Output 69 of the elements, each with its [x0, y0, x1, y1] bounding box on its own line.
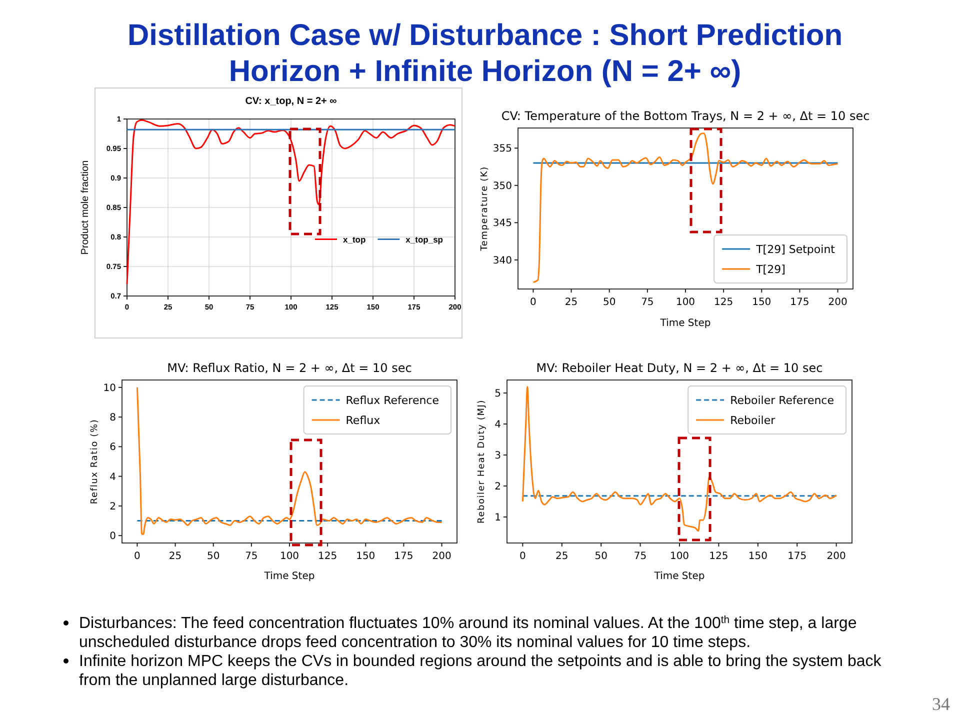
x-tick-label: 75: [634, 551, 647, 562]
legend-label: Reflux: [346, 414, 381, 427]
chart-title: MV: Reboiler Heat Duty, N = 2 + ∞, Δt = 10 sec: [536, 361, 823, 375]
x-tick-label: 150: [752, 297, 772, 308]
x-tick-label: 125: [714, 297, 734, 308]
x-tick-label: 125: [709, 551, 728, 562]
x-tick-label: 175: [394, 551, 414, 562]
x-tick-label: 100: [280, 551, 300, 562]
x-tick-label: 75: [245, 551, 258, 562]
x-tick-label: 0: [134, 551, 140, 562]
x-tick-label: 150: [356, 551, 376, 562]
line-series: [522, 386, 838, 532]
y-tick-label: 6: [110, 442, 116, 454]
y-tick-label: 4: [494, 420, 501, 431]
x-tick-label: 25: [564, 297, 578, 308]
legend-label: Reflux Reference: [346, 394, 440, 407]
y-tick-label: 350: [492, 180, 512, 192]
x-tick-label: 125: [318, 551, 338, 562]
y-tick-label: 4: [110, 472, 116, 483]
chart-title: MV: Reflux Ratio, N = 2 + ∞, Δt = 10 sec: [167, 361, 412, 375]
x-axis-title: Time Step: [263, 571, 315, 582]
legend-label: x_top: [343, 234, 366, 244]
x-tick-label: 75: [641, 297, 654, 308]
legend-label: Reboiler Reference: [730, 394, 834, 407]
x-tick-label: 200: [826, 551, 846, 562]
x-axis-title: Time Step: [653, 571, 705, 582]
text: 34: [932, 694, 950, 714]
x-tick-label: 175: [788, 551, 807, 562]
x-tick-label: 150: [748, 551, 768, 562]
x-tick-label: 25: [556, 551, 568, 562]
y-tick-label: 3: [494, 450, 501, 462]
legend-label: x_top_sp: [406, 234, 444, 244]
x-tick-label: 0: [530, 297, 536, 308]
y-tick-label: 345: [492, 218, 512, 230]
x-tick-label: 25: [168, 551, 182, 562]
legend-label: Reboiler: [730, 414, 776, 427]
x-tick-label: 50: [206, 551, 220, 562]
y-tick-label: 8: [110, 412, 116, 424]
x-tick-label: 175: [790, 297, 810, 308]
chart-title: CV: x_top, N = 2+ ∞: [245, 96, 337, 107]
y-axis-title: Reflux Ratio (%): [90, 418, 100, 504]
line-series: [136, 386, 443, 535]
y-tick-label: 0: [110, 531, 116, 542]
x-axis-title: Time Step: [659, 318, 711, 329]
x-tick-label: 50: [594, 551, 608, 562]
y-tick-label: 355: [492, 144, 512, 155]
y-tick-label: 340: [492, 255, 512, 266]
x-tick-label: 100: [676, 297, 696, 308]
x-tick-label: 200: [828, 297, 848, 308]
x-tick-label: 100: [670, 551, 690, 562]
y-axis-title: Product mole fraction: [80, 160, 91, 255]
y-tick-label: 1: [494, 512, 501, 524]
legend-label: T[29]: [755, 262, 786, 276]
y-tick-label: 5: [494, 388, 501, 400]
y-tick-label: 2: [110, 501, 116, 512]
legend-label: T[29] Setpoint: [755, 242, 836, 256]
y-axis-title: Temperature (K): [480, 166, 490, 252]
line-series: [532, 132, 839, 284]
x-tick-label: 0: [519, 551, 526, 562]
text: Distillation Case w/ Disturbance : Short Prediction Horizon + Infinite Horizon (N = 2+ ∞): [127, 19, 843, 88]
x-tick-label: 200: [432, 551, 452, 562]
x-tick-label: 50: [602, 297, 616, 308]
y-axis-title: Reboiler Heat Duty (MJ): [477, 399, 487, 524]
chart-title: CV: Temperature of the Bottom Trays, N = 2 + ∞, Δt = 10 sec: [501, 109, 870, 123]
text: Infinite horizon MPC keeps the CVs in bounded regions around the setpoints and is able to bring the system back from the unplanned large disturbance.: [79, 653, 882, 689]
line-series: [126, 119, 456, 285]
text: Disturbances: The feed concentration fluctuates 10% around its nominal values. At the 100$^{th}$ time step, a large unscheduled disturbance drops feed concentration to 30% its nominal values for 10 time steps.: [79, 614, 857, 651]
y-tick-label: 10: [103, 382, 116, 394]
y-tick-label: 2: [494, 481, 501, 492]
